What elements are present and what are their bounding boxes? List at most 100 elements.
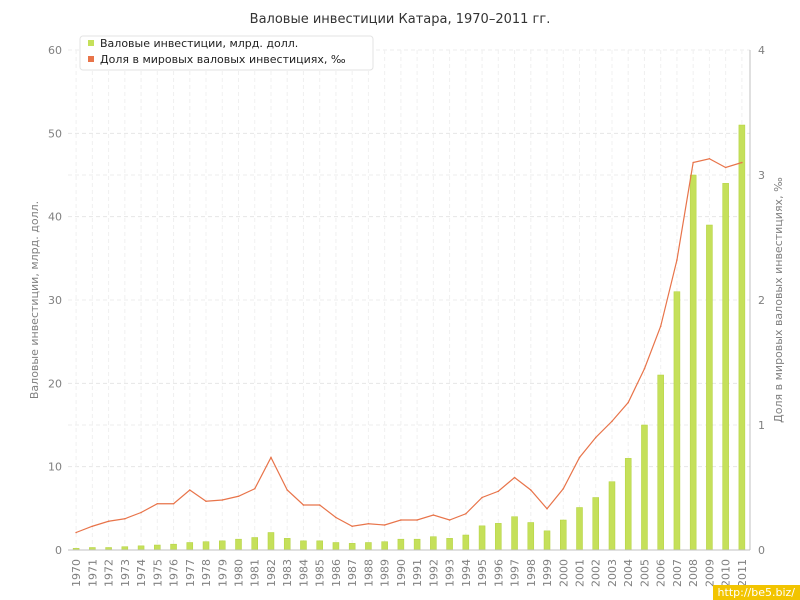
x-tick-label: 1980 (233, 559, 246, 587)
x-tick-label: 1986 (330, 559, 343, 587)
bar-1975 (154, 544, 161, 551)
x-tick-label: 2000 (557, 559, 570, 587)
share-point-1978 (205, 500, 207, 503)
x-tick-label: 1998 (525, 559, 538, 587)
share-point-1990 (400, 519, 402, 521)
x-tick-label: 2009 (703, 559, 716, 587)
share-point-1984 (302, 504, 305, 506)
bar-2000 (560, 519, 567, 551)
x-tick-label: 2002 (590, 559, 603, 587)
x-tick-label: 1987 (346, 559, 359, 587)
bar-series (72, 124, 746, 551)
y-tick-label: 40 (48, 211, 62, 224)
share-point-1981 (253, 487, 256, 490)
share-point-2011 (741, 161, 743, 164)
y2-axis-label: Доля в мировых валовых инвестициях, ‰ (772, 177, 785, 423)
legend-label-investments: Валовые инвестиции, млрд. долл. (100, 37, 298, 50)
share-point-2007 (676, 259, 678, 261)
x-tick-label: 1971 (86, 559, 99, 587)
y2-tick-label: 3 (758, 169, 765, 182)
bar-1984 (300, 540, 307, 551)
x-tick-label: 2005 (638, 559, 651, 587)
legend-label-share: Доля в мировых валовых инвестициях, ‰ (100, 53, 346, 66)
share-point-1972 (107, 520, 110, 523)
share-point-1980 (237, 495, 240, 498)
share-point-1976 (172, 502, 175, 505)
bar-1999 (543, 530, 551, 551)
bar-2003 (608, 481, 616, 551)
x-tick-label: 1974 (135, 559, 148, 587)
grid (68, 49, 750, 550)
share-point-2002 (594, 436, 597, 439)
share-point-1999 (546, 507, 548, 510)
bar-1996 (495, 523, 502, 551)
y-tick-label: 60 (48, 44, 62, 57)
bar-1990 (397, 538, 405, 551)
share-point-1975 (156, 502, 159, 505)
y-tick-label: 20 (48, 377, 62, 390)
x-tick-label: 2004 (622, 559, 635, 587)
share-point-1987 (351, 525, 353, 528)
x-tick-label: 1983 (281, 559, 294, 587)
bar-2010 (722, 183, 729, 551)
y-tick-label: 10 (48, 461, 62, 474)
watermark: http://be5.biz/ (712, 585, 800, 600)
bar-2005 (641, 424, 648, 551)
x-tick-label: 1984 (297, 559, 310, 587)
x-tick-label: 1972 (103, 559, 116, 587)
share-point-1998 (529, 489, 532, 491)
share-line (75, 158, 743, 534)
x-tick-label: 1982 (265, 559, 278, 587)
share-point-1991 (416, 519, 418, 521)
legend-swatch-share (88, 56, 94, 62)
share-point-1993 (448, 519, 451, 521)
y-tick-label: 50 (48, 127, 62, 140)
x-tick-label: 1985 (314, 559, 327, 587)
y-tick-label: 0 (55, 544, 62, 557)
share-point-1995 (481, 496, 483, 499)
y-ticks-right: 0 1 2 3 4 (758, 44, 765, 557)
x-tick-label: 1976 (168, 559, 181, 587)
x-tick-label: 1988 (362, 559, 375, 587)
x-tick-label: 1993 (444, 559, 457, 587)
bar-2007 (673, 291, 681, 551)
x-tick-label: 2003 (606, 559, 619, 587)
axes (68, 50, 751, 551)
x-ticks: 1970 1971 1972 1973 1974 1975 1976 1977 1978 1979… (70, 559, 749, 587)
share-point-1985 (318, 504, 321, 506)
share-point-2003 (611, 420, 613, 423)
y-tick-label: 30 (48, 294, 62, 307)
share-point-1983 (286, 489, 289, 491)
bar-2008 (689, 174, 697, 551)
share-point-2004 (627, 401, 630, 404)
bar-1987 (348, 543, 356, 551)
bar-1995 (478, 525, 486, 551)
x-tick-label: 2011 (736, 559, 749, 587)
x-tick-label: 1990 (395, 559, 408, 587)
bar-2001 (576, 507, 583, 551)
x-tick-label: 2001 (574, 559, 587, 587)
legend-swatch-investments (88, 40, 94, 46)
share-point-1970 (75, 531, 77, 534)
bar-1989 (381, 541, 388, 551)
bar-1976 (170, 543, 177, 551)
y2-tick-label: 0 (758, 544, 765, 557)
x-tick-label: 1977 (184, 559, 197, 587)
share-point-2010 (724, 166, 727, 169)
share-point-2009 (708, 157, 711, 160)
share-point-2000 (562, 487, 565, 490)
share-point-1973 (124, 517, 126, 520)
x-tick-label: 1992 (427, 559, 440, 587)
bar-1988 (365, 542, 372, 551)
bar-1980 (235, 538, 242, 551)
x-tick-label: 2010 (720, 559, 733, 587)
share-point-1971 (91, 525, 94, 528)
legend: Валовые инвестиции, млрд. долл. Доля в м… (79, 35, 374, 71)
bar-2009 (706, 224, 713, 551)
x-tick-label: 2006 (655, 559, 668, 587)
bar-1983 (283, 538, 291, 551)
bar-1985 (316, 540, 323, 551)
bar-2004 (624, 458, 632, 551)
share-point-1982 (270, 456, 272, 459)
